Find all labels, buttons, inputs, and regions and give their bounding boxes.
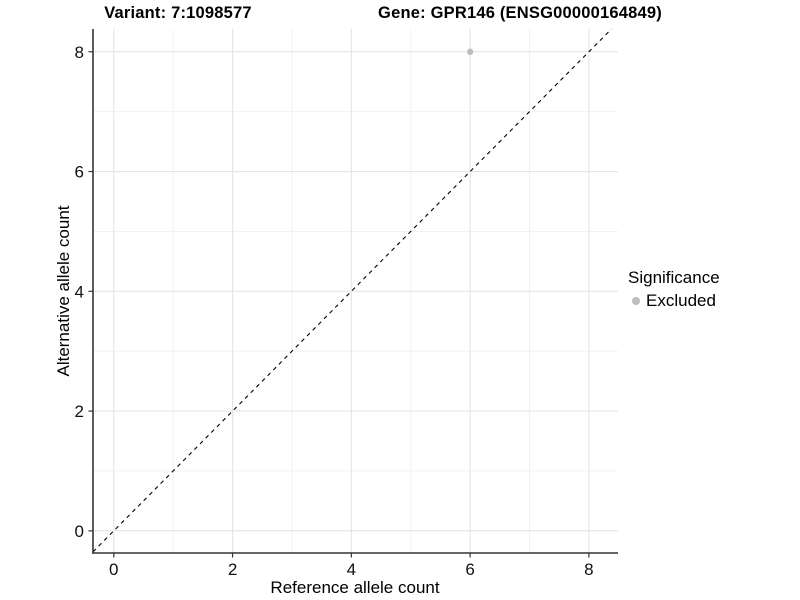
y-tick-label: 8 — [75, 43, 84, 62]
y-axis-title: Alternative allele count — [54, 205, 73, 377]
legend-item-excluded: Excluded — [626, 291, 720, 311]
legend-item-label: Excluded — [646, 291, 716, 310]
legend-title: Significance — [628, 268, 720, 287]
y-tick-label: 2 — [75, 402, 84, 421]
legend-point-icon — [632, 297, 640, 305]
x-tick-label: 4 — [347, 560, 356, 579]
y-tick-label: 0 — [75, 522, 84, 541]
x-tick-label: 0 — [109, 560, 118, 579]
x-tick-label: 6 — [465, 560, 474, 579]
variant-title: Variant: 7:1098577 — [104, 4, 252, 22]
x-axis-title: Reference allele count — [270, 578, 440, 597]
x-tick-label: 8 — [584, 560, 593, 579]
gene-title: Gene: GPR146 (ENSG00000164849) — [378, 4, 662, 22]
identity-reference-line — [93, 29, 612, 553]
y-tick-label: 4 — [75, 282, 84, 301]
legend: Significance Excluded — [626, 268, 720, 311]
data-point — [466, 48, 474, 55]
y-tick-label: 6 — [75, 163, 84, 182]
x-tick-label: 2 — [228, 560, 237, 579]
